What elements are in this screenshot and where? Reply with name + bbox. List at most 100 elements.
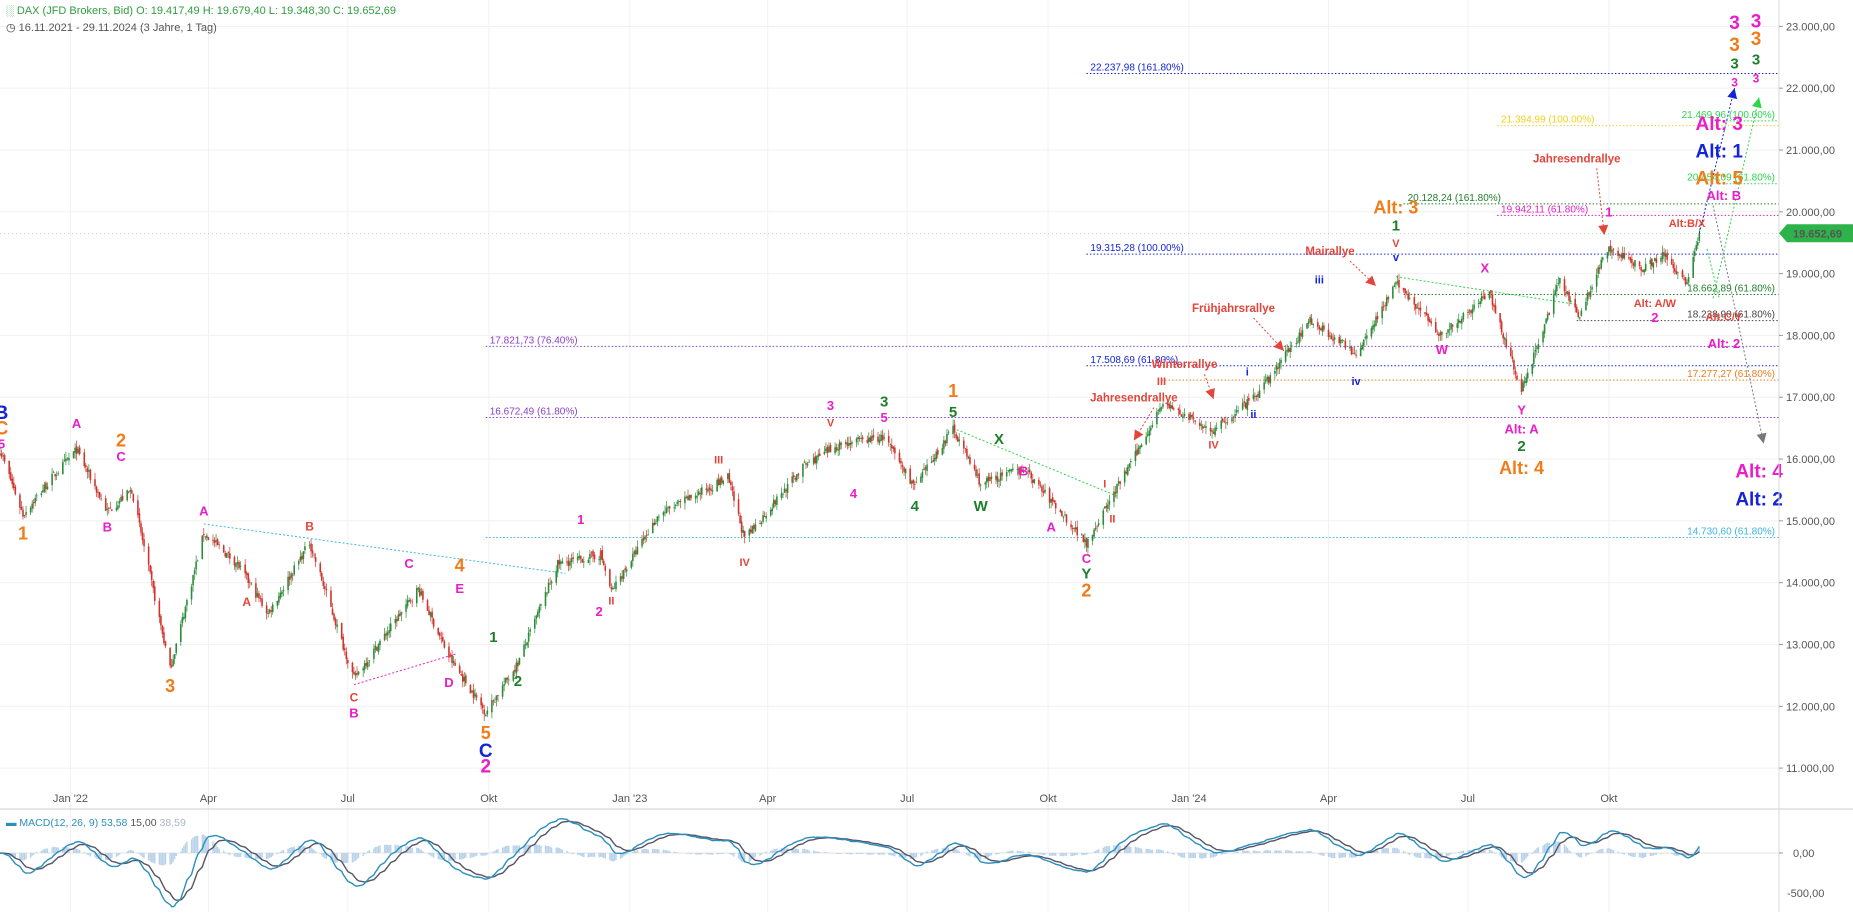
candle-body xyxy=(366,661,369,668)
candle-body xyxy=(1172,408,1175,410)
candle-body xyxy=(786,483,789,493)
candle-body xyxy=(0,454,1,455)
candle-body xyxy=(722,480,725,484)
candle-body xyxy=(443,641,446,648)
candle-body xyxy=(1044,489,1046,493)
candle-body xyxy=(385,633,387,636)
wave-label: Alt: 5 xyxy=(1695,169,1743,190)
wave-label: E xyxy=(455,581,464,596)
candle-body xyxy=(1352,353,1354,355)
candle-body xyxy=(324,586,326,589)
candle-body xyxy=(195,561,197,570)
candle-body xyxy=(202,533,205,536)
candle-body xyxy=(1030,472,1033,479)
candle-body xyxy=(1339,339,1342,344)
candle-body xyxy=(740,521,743,533)
candle-body xyxy=(1148,430,1151,436)
candle-body xyxy=(555,570,558,583)
gridlines xyxy=(0,0,1779,912)
candle-body xyxy=(1301,330,1304,338)
candle-body xyxy=(1038,479,1040,485)
candle-body xyxy=(1695,245,1698,251)
candle-body xyxy=(1490,290,1492,294)
candle-body xyxy=(472,690,475,698)
candle-body xyxy=(405,604,407,612)
candle-body xyxy=(979,484,982,486)
wave-label: i xyxy=(1246,367,1249,379)
candle-body xyxy=(1450,323,1452,330)
candle-body xyxy=(495,695,498,701)
candle-body xyxy=(1085,537,1088,547)
candle-body xyxy=(334,618,337,626)
candle-body xyxy=(1231,418,1233,422)
candle-body xyxy=(163,632,165,643)
wave-label: 2 xyxy=(1081,580,1091,600)
candle-body xyxy=(1223,421,1226,422)
candle-body xyxy=(1563,279,1566,292)
candle-body xyxy=(497,695,499,696)
candle-body xyxy=(250,583,253,585)
candle-body xyxy=(1200,424,1203,426)
candle-body xyxy=(1350,346,1353,355)
candle-body xyxy=(742,530,744,534)
projection-arrowhead xyxy=(1365,275,1377,286)
candle-body xyxy=(431,611,433,618)
wave-label: 3 xyxy=(1729,13,1740,34)
candle-body xyxy=(374,645,377,650)
candle-body xyxy=(601,549,603,561)
candle-body xyxy=(694,495,697,499)
wave-label: iv xyxy=(1351,376,1361,388)
candle-body xyxy=(34,497,37,503)
candle-body xyxy=(765,516,767,519)
candle-body xyxy=(1188,413,1190,421)
macd-toggle-icon[interactable]: ▬ xyxy=(6,817,17,829)
candle-body xyxy=(486,710,489,715)
y-tick-label: 12.000,00 xyxy=(1786,701,1835,713)
candle-body xyxy=(1617,250,1619,256)
candle-body xyxy=(507,679,510,681)
candle-body xyxy=(1289,347,1291,353)
candle-body xyxy=(222,545,225,553)
fib-level-label: 20.128,24 (161.80%) xyxy=(1408,193,1501,204)
candle-body xyxy=(212,539,214,541)
candle-body xyxy=(1359,347,1362,357)
candle-body xyxy=(175,643,178,654)
candle-body xyxy=(1557,283,1560,284)
candle-body xyxy=(1565,292,1567,294)
candle-body xyxy=(68,457,70,461)
trendlines xyxy=(203,276,1577,686)
candle-body xyxy=(999,472,1002,481)
candle-body xyxy=(656,516,659,523)
x-tick-label: Apr xyxy=(200,793,217,805)
candle-body xyxy=(1520,379,1523,392)
candle-body xyxy=(449,656,452,658)
candle-body xyxy=(480,697,482,706)
candle-body xyxy=(615,581,617,590)
wave-label: B xyxy=(349,705,358,720)
candle-body xyxy=(207,537,210,540)
candle-body xyxy=(892,446,895,449)
candle-body xyxy=(471,690,473,693)
candle-body xyxy=(514,669,516,672)
wave-label: 2 xyxy=(596,604,603,619)
candle-body xyxy=(533,618,536,629)
candle-body xyxy=(1687,277,1690,283)
candle-body xyxy=(674,504,677,506)
candle-body xyxy=(1641,269,1644,272)
candle-body xyxy=(860,437,862,439)
wave-label: C xyxy=(404,556,414,571)
candle-body xyxy=(1493,304,1495,307)
candle-body xyxy=(658,516,660,518)
candle-body xyxy=(1051,497,1054,502)
candle-body xyxy=(1494,305,1497,314)
candle-body xyxy=(1461,318,1463,324)
candle-body xyxy=(1663,252,1665,256)
candle-body xyxy=(1105,505,1108,508)
candle-body xyxy=(1169,405,1172,408)
candle-body xyxy=(523,644,525,657)
wave-label: C xyxy=(479,741,493,762)
candle-body xyxy=(1652,262,1655,268)
candle-body xyxy=(204,536,207,538)
candle-body xyxy=(1234,414,1236,417)
candle-body xyxy=(302,551,305,560)
